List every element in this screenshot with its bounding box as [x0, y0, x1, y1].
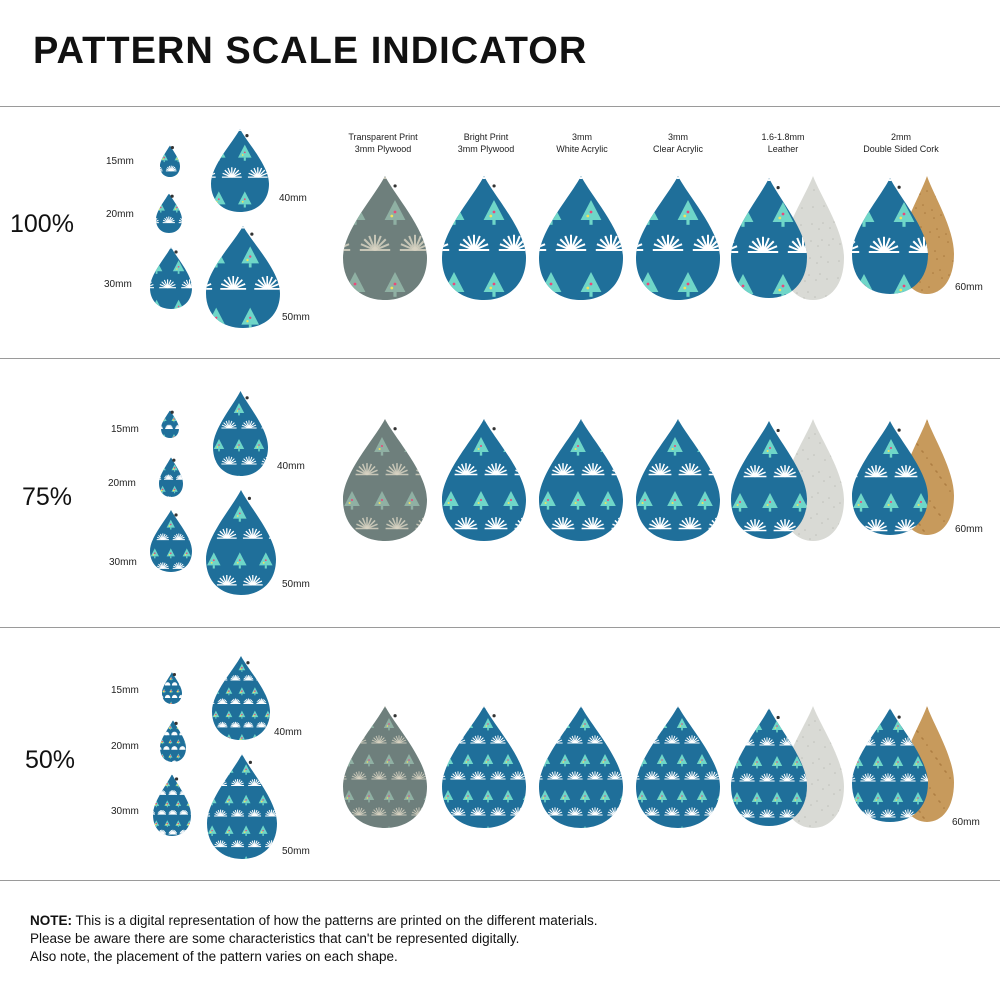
swatch-cork	[852, 178, 928, 294]
swatch-transparent-plywood	[343, 176, 427, 300]
size-label-60mm: 60mm	[955, 282, 983, 293]
size-label-60mm: 60mm	[955, 524, 983, 535]
material-label-leather: 1.6-1.8mm Leather	[761, 132, 805, 154]
swatch-cork	[852, 708, 928, 822]
size-label-50mm: 50mm	[282, 312, 310, 323]
size-label-30mm: 30mm	[109, 557, 137, 568]
small-swatch	[153, 774, 191, 836]
size-label-50mm: 50mm	[282, 579, 310, 590]
swatch-bright-plywood	[442, 706, 526, 828]
swatch-leather	[731, 708, 807, 826]
swatch-white-acrylic	[539, 706, 623, 828]
small-swatch	[207, 754, 277, 859]
size-label-30mm: 30mm	[104, 279, 132, 290]
size-label-20mm: 20mm	[106, 209, 134, 220]
scale-label-50: 50%	[25, 746, 76, 774]
footer-note: NOTE: This is a digital representation o…	[30, 912, 598, 966]
divider-1	[0, 358, 1000, 359]
size-label-15mm: 15mm	[106, 156, 134, 167]
small-swatch	[206, 226, 280, 328]
note-line-1: This is a digital representation of how …	[72, 913, 598, 928]
size-label-60mm: 60mm	[952, 817, 980, 828]
material-label-clear-acrylic: 3mm Clear Acrylic	[652, 132, 703, 154]
size-label-20mm: 20mm	[111, 741, 139, 752]
small-swatch	[156, 193, 182, 233]
page-title: PATTERN SCALE INDICATOR	[33, 30, 588, 72]
note-line-3: Also note, the placement of the pattern …	[30, 949, 398, 964]
size-label-15mm: 15mm	[111, 424, 139, 435]
small-swatch	[213, 391, 268, 476]
material-label-cork: 2mm Double Sided Cork	[863, 132, 939, 154]
small-swatch	[159, 457, 183, 497]
size-label-15mm: 15mm	[111, 685, 139, 696]
divider-bottom	[0, 880, 1000, 881]
swatch-bright-plywood	[442, 176, 526, 300]
size-label-40mm: 40mm	[274, 727, 302, 738]
divider-top	[0, 106, 1000, 107]
small-swatch	[206, 490, 276, 595]
small-swatch	[212, 656, 270, 740]
swatch-clear-acrylic	[636, 419, 720, 541]
size-label-40mm: 40mm	[279, 193, 307, 204]
small-swatch	[160, 720, 186, 762]
swatch-cork	[852, 421, 928, 535]
swatch-transparent-plywood	[343, 419, 427, 541]
scale-label-100: 100%	[10, 210, 74, 238]
small-swatch	[162, 672, 182, 704]
scale-label-75: 75%	[22, 483, 73, 511]
small-swatch	[150, 247, 192, 309]
swatch-white-acrylic	[539, 176, 623, 300]
swatch-leather	[731, 178, 807, 298]
size-label-50mm: 50mm	[282, 846, 310, 857]
small-swatch	[160, 145, 180, 177]
small-swatch	[211, 129, 269, 212]
size-label-20mm: 20mm	[108, 478, 136, 489]
swatch-clear-acrylic	[636, 176, 720, 300]
swatch-clear-acrylic	[636, 706, 720, 828]
swatch-white-acrylic	[539, 419, 623, 541]
note-line-2: Please be aware there are some character…	[30, 931, 520, 946]
size-label-40mm: 40mm	[277, 461, 305, 472]
swatch-bright-plywood	[442, 419, 526, 541]
divider-2	[0, 627, 1000, 628]
swatch-leather	[731, 421, 807, 539]
small-swatch	[161, 410, 179, 438]
material-label-white-acrylic: 3mm White Acrylic	[556, 132, 608, 154]
material-label-transparent-plywood: Transparent Print 3mm Plywood	[348, 132, 418, 154]
small-swatch	[150, 510, 192, 572]
note-label: NOTE:	[30, 913, 72, 928]
material-label-bright-plywood: Bright Print 3mm Plywood	[457, 132, 515, 154]
swatch-transparent-plywood	[343, 706, 427, 828]
size-label-30mm: 30mm	[111, 806, 139, 817]
